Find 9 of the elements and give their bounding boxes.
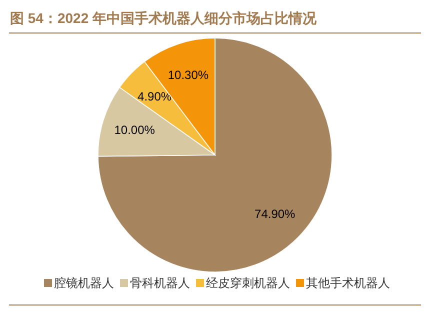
legend-label: 骨科机器人 [130,276,190,290]
chart-title: 图 54：2022 年中国手术机器人细分市场占比情况 [10,10,318,26]
legend-label: 经皮穿刺机器人 [206,276,290,290]
legend-label: 其他手术机器人 [306,276,390,290]
data-label: 4.90% [138,89,172,104]
legend-label: 腔镜机器人 [54,276,114,290]
data-label: 10.30% [168,68,209,82]
data-label: 74.90% [254,207,296,222]
data-label: 10.00% [114,122,156,137]
